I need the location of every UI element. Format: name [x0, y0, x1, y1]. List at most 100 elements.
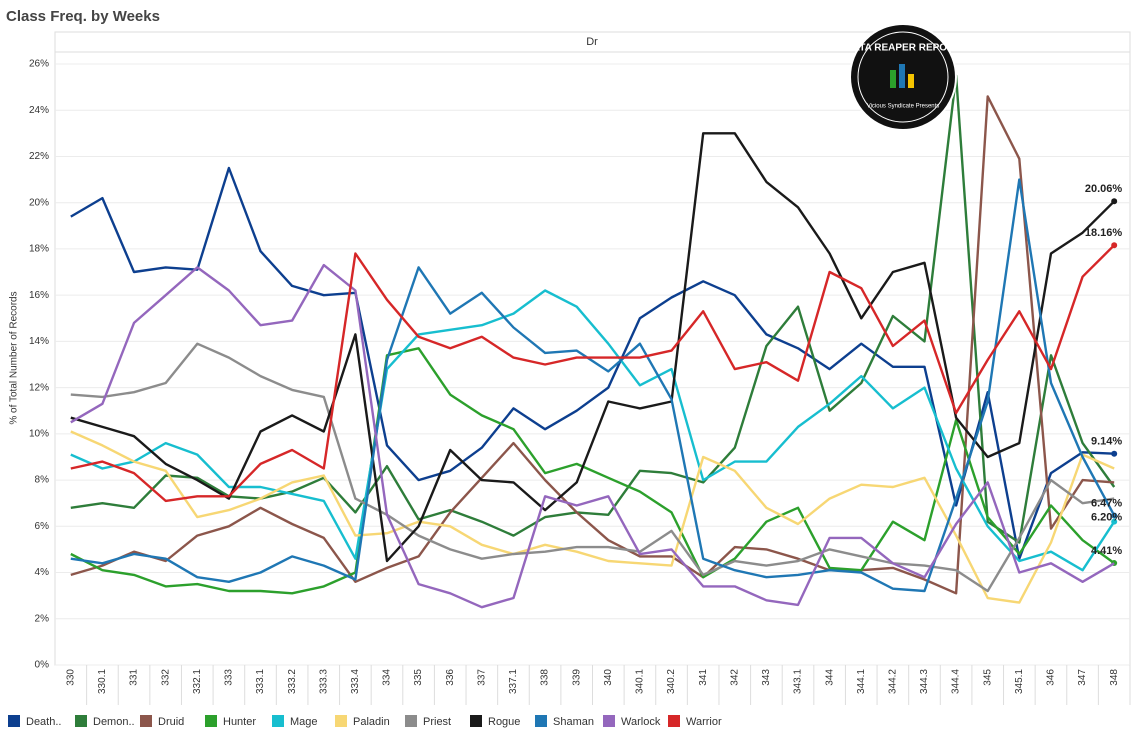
x-tick-label: 334 [382, 669, 393, 686]
point [1111, 242, 1118, 249]
x-tick-label: 333.1 [255, 669, 266, 694]
data-label: 6.47% [1091, 497, 1122, 509]
x-tick-label: 340 [603, 669, 614, 686]
chart-title: Class Freq. by Weeks [6, 8, 160, 25]
x-tick-label: 333 [224, 669, 235, 686]
series-line [70, 132, 1116, 563]
y-tick-label: 22% [29, 151, 49, 162]
legend-label: Mage [290, 716, 318, 728]
x-tick-label: 337 [476, 669, 487, 686]
legend-label: Death.. [26, 716, 61, 728]
x-tick-label: 332.1 [192, 669, 203, 694]
x-tick-label: 336 [445, 669, 456, 686]
x-tick-label: 330 [65, 669, 76, 686]
y-axis-label: % of Total Number of Records [9, 291, 20, 424]
data-label: 6.20% [1091, 511, 1122, 523]
series-line [70, 244, 1116, 503]
legend-swatch [405, 715, 417, 727]
y-tick-label: 20% [29, 197, 49, 208]
legend-swatch [335, 715, 347, 727]
data-label: 18.16% [1085, 227, 1123, 239]
legend-swatch [668, 715, 680, 727]
data-label: 20.06% [1085, 183, 1123, 195]
point [1111, 512, 1118, 519]
y-tick-label: 6% [35, 521, 50, 532]
legend-swatch [470, 715, 482, 727]
x-tick-label: 344 [824, 669, 835, 686]
y-tick-label: 10% [29, 428, 49, 439]
x-tick-label: 344.3 [919, 669, 930, 694]
point [1111, 450, 1118, 457]
x-tick-label: 342 [729, 669, 740, 686]
series-line [70, 289, 1116, 572]
x-tick-label: 345 [982, 669, 993, 686]
legend-swatch [75, 715, 87, 727]
y-tick-label: 4% [35, 567, 50, 578]
legend-swatch [8, 715, 20, 727]
x-tick-label: 340.1 [635, 669, 646, 694]
x-tick-label: 344.1 [856, 669, 867, 694]
legend-swatch [205, 715, 217, 727]
series-line [70, 166, 1115, 560]
series-line [70, 342, 1115, 593]
x-tick-label: 332 [160, 669, 171, 686]
logo: DATA REAPER REPORT Vicious Syndicate Pre… [846, 23, 961, 131]
legend-label: Demon.. [93, 716, 135, 728]
y-tick-label: 2% [35, 613, 50, 624]
legend-swatch [140, 715, 152, 727]
x-tick-label: 339 [571, 669, 582, 686]
legend-label: Warrior [686, 716, 722, 728]
data-label: 9.14% [1091, 436, 1122, 448]
legend-label: Paladin [353, 716, 390, 728]
x-tick-label: 333.3 [318, 669, 329, 694]
y-tick-label: 12% [29, 382, 49, 393]
x-tick-label: 333.4 [350, 669, 361, 694]
y-tick-label: 18% [29, 244, 49, 255]
y-tick-label: 0% [35, 660, 50, 671]
x-tick-label: 340.2 [666, 669, 677, 694]
x-tick-label: 343 [761, 669, 772, 686]
y-tick-label: 14% [29, 336, 49, 347]
x-tick-label: 348 [1109, 669, 1120, 686]
series-line [70, 74, 1116, 544]
y-tick-label: 26% [29, 59, 49, 70]
legend-label: Hunter [223, 716, 256, 728]
x-tick-label: 344.4 [951, 669, 962, 694]
legend-label: Druid [158, 716, 184, 728]
x-tick-label: 333.2 [287, 669, 298, 694]
panel-header: Dr [586, 36, 598, 48]
x-tick-label: 346 [1046, 669, 1057, 686]
series-line [70, 95, 1115, 595]
legend-label: Rogue [488, 716, 520, 728]
point [1111, 198, 1118, 205]
x-tick-label: 330.1 [97, 669, 108, 694]
series-line [70, 347, 1115, 595]
point [1111, 518, 1118, 525]
x-tick-label: 331 [129, 669, 140, 686]
legend-swatch [535, 715, 547, 727]
legend-label: Shaman [553, 716, 594, 728]
x-tick-label: 335 [413, 669, 424, 686]
x-tick-label: 343.1 [793, 669, 804, 694]
legend-swatch [603, 715, 615, 727]
y-tick-label: 8% [35, 475, 50, 486]
series-line [70, 178, 1116, 593]
x-tick-label: 347 [1077, 669, 1088, 686]
x-tick-label: 344.2 [888, 669, 899, 694]
logo-subtitle: Vicious Syndicate Presents [867, 104, 940, 110]
x-tick-label: 341 [698, 669, 709, 686]
legend-label: Priest [423, 716, 451, 728]
legend-swatch [272, 715, 284, 727]
x-tick-label: 338 [540, 669, 551, 686]
series-line [70, 263, 1115, 609]
x-tick-label: 337.1 [508, 669, 519, 694]
y-tick-label: 16% [29, 290, 49, 301]
series-line [70, 430, 1115, 604]
logo-title: DATA REAPER REPORT [846, 43, 961, 54]
grid [55, 63, 1130, 666]
data-label: 4.41% [1091, 545, 1122, 557]
legend-label: Warlock [621, 716, 661, 728]
x-tick-label: 345.1 [1014, 669, 1025, 694]
